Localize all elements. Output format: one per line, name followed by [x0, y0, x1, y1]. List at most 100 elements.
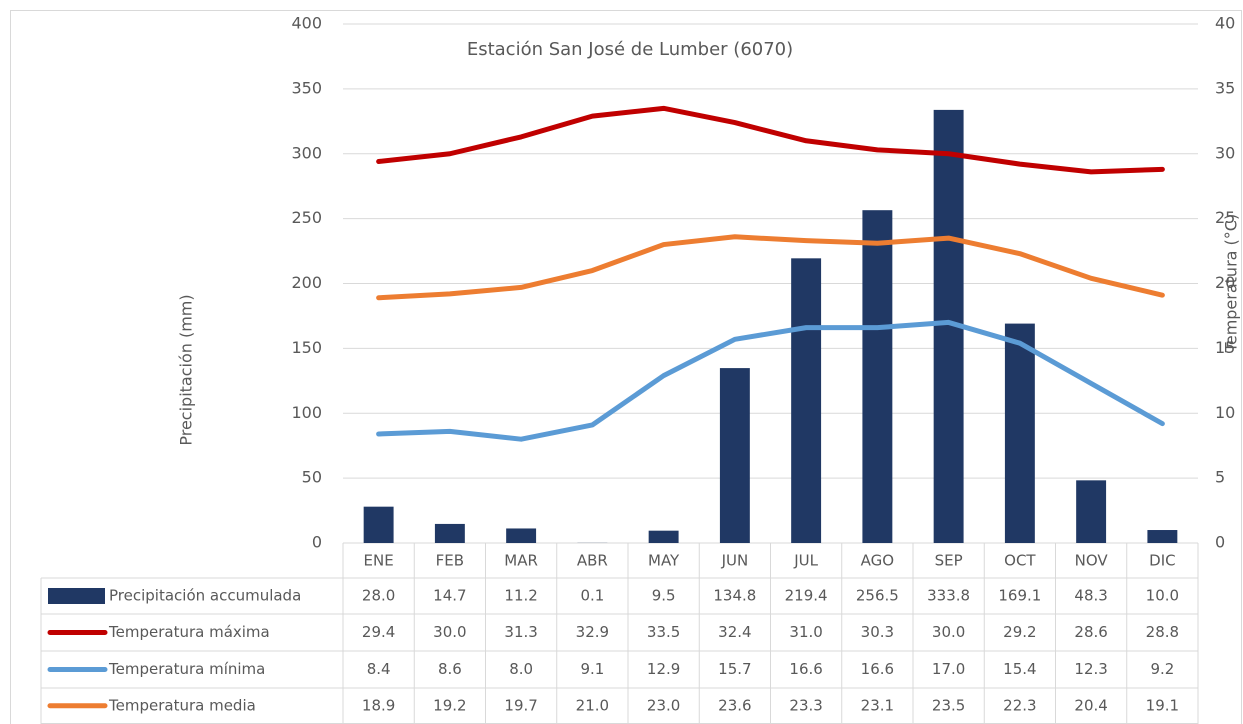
bar — [648, 530, 679, 543]
table-value: 30.0 — [433, 623, 466, 641]
y-tick-label: 200 — [291, 273, 322, 292]
y2-tick-label: 25 — [1215, 208, 1235, 227]
y2-tick-label: 35 — [1215, 78, 1235, 97]
chart-title: Estación San José de Lumber (6070) — [467, 39, 793, 60]
line — [376, 105, 1165, 175]
table-value: 19.2 — [433, 696, 466, 714]
legend-label: Temperatura mínima — [108, 660, 265, 678]
table-value: 10.0 — [1146, 587, 1179, 605]
y-tick-label: 50 — [302, 468, 322, 487]
table-value: 23.5 — [932, 696, 965, 714]
line — [376, 234, 1165, 301]
y2-tick-label: 10 — [1215, 403, 1235, 422]
x-tick-label: AGO — [861, 552, 894, 570]
x-tick-label: ABR — [577, 552, 608, 570]
x-tick-label: JUN — [721, 552, 749, 570]
table-value: 48.3 — [1074, 587, 1107, 605]
table-value: 28.8 — [1146, 623, 1179, 641]
x-tick-label: FEB — [436, 552, 464, 570]
y-tick-label: 250 — [291, 208, 322, 227]
y2-tick-label: 20 — [1215, 273, 1235, 292]
x-tick-label: MAR — [504, 552, 538, 570]
y-tick-label: 350 — [291, 78, 322, 97]
table-value: 28.0 — [362, 587, 395, 605]
chart-border — [10, 10, 1242, 724]
bar — [1076, 480, 1107, 543]
bar — [1147, 530, 1178, 543]
table-value: 333.8 — [927, 587, 970, 605]
table-value: 22.3 — [1003, 696, 1036, 714]
table-value: 9.1 — [580, 660, 604, 678]
legend-label: Temperatura media — [108, 696, 256, 714]
y-tick-label: 0 — [312, 533, 322, 552]
table-value: 8.6 — [438, 660, 462, 678]
x-tick-label: SEP — [935, 552, 963, 570]
table-value: 18.9 — [362, 696, 395, 714]
table-value: 31.3 — [504, 623, 537, 641]
table-value: 21.0 — [576, 696, 609, 714]
bar — [791, 258, 822, 543]
table-value: 16.6 — [789, 660, 822, 678]
legend-label: Precipitación accumulada — [109, 587, 301, 605]
table-value: 11.2 — [504, 587, 537, 605]
y-tick-label: 150 — [291, 338, 322, 357]
table-value: 134.8 — [713, 587, 756, 605]
table-value: 14.7 — [433, 587, 466, 605]
y-tick-label: 400 — [291, 14, 322, 33]
x-tick-label: DIC — [1149, 552, 1175, 570]
table-value: 19.1 — [1146, 696, 1179, 714]
bar — [506, 528, 537, 543]
table-value: 8.0 — [509, 660, 533, 678]
table-value: 23.6 — [718, 696, 751, 714]
table-value: 23.0 — [647, 696, 680, 714]
table-value: 19.7 — [504, 696, 537, 714]
table-value: 32.9 — [576, 623, 609, 641]
x-tick-label: NOV — [1075, 552, 1109, 570]
table-value: 29.4 — [362, 623, 395, 641]
bar — [363, 506, 394, 543]
legend-key — [48, 588, 105, 604]
table-value: 9.2 — [1150, 660, 1174, 678]
bar — [1004, 323, 1035, 543]
y2-tick-label: 5 — [1215, 468, 1225, 487]
x-tick-label: JUL — [793, 552, 818, 570]
y2-tick-label: 0 — [1215, 533, 1225, 552]
table-value: 15.7 — [718, 660, 751, 678]
table-value: 219.4 — [785, 587, 828, 605]
table-value: 16.6 — [861, 660, 894, 678]
table-value: 28.6 — [1074, 623, 1107, 641]
bar — [862, 210, 893, 543]
y2-axis-label: Temperatura (°C) — [1222, 214, 1241, 353]
table-value: 33.5 — [647, 623, 680, 641]
line — [376, 319, 1165, 442]
table-value: 23.1 — [861, 696, 894, 714]
table-value: 20.4 — [1074, 696, 1107, 714]
x-tick-label: ENE — [364, 552, 394, 570]
bar — [434, 523, 465, 543]
table-value: 31.0 — [789, 623, 822, 641]
table-value: 8.4 — [367, 660, 391, 678]
table-value: 29.2 — [1003, 623, 1036, 641]
y2-tick-label: 15 — [1215, 338, 1235, 357]
x-tick-label: MAY — [648, 552, 680, 570]
y-axis-label: Precipitación (mm) — [177, 294, 196, 445]
y2-tick-label: 40 — [1215, 14, 1235, 33]
table-value: 30.0 — [932, 623, 965, 641]
y2-tick-label: 30 — [1215, 143, 1235, 162]
table-value: 30.3 — [861, 623, 894, 641]
table-value: 23.3 — [789, 696, 822, 714]
table-value: 17.0 — [932, 660, 965, 678]
x-tick-label: OCT — [1004, 552, 1036, 570]
y-tick-label: 300 — [291, 143, 322, 162]
table-value: 0.1 — [580, 587, 604, 605]
legend-label: Temperatura máxima — [108, 623, 270, 641]
table-value: 169.1 — [998, 587, 1041, 605]
bar — [719, 368, 750, 543]
table-value: 12.9 — [647, 660, 680, 678]
y-tick-label: 100 — [291, 403, 322, 422]
table-value: 256.5 — [856, 587, 899, 605]
table-value: 15.4 — [1003, 660, 1036, 678]
table-value: 9.5 — [652, 587, 676, 605]
table-value: 12.3 — [1074, 660, 1107, 678]
